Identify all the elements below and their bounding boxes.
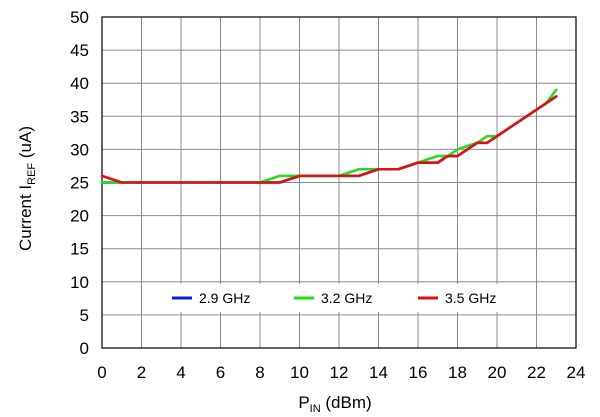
y-tick-label: 40	[70, 74, 89, 93]
x-tick-label: 2	[137, 363, 146, 382]
legend-label: 2.9 GHz	[199, 290, 250, 306]
y-tick-label: 15	[70, 240, 89, 259]
x-axis-tick-labels: 0 2 4 6 8 10 12 14 16 18 20 22 24	[97, 363, 585, 382]
y-tick-label: 30	[70, 140, 89, 159]
series-line-2-9-ghz	[100, 95, 558, 184]
y-axis-tick-labels: 0 5 10 15 20 25 30 35 40 45 50	[70, 8, 89, 358]
y-tick-label: 5	[80, 306, 89, 325]
x-tick-label: 8	[255, 363, 264, 382]
x-tick-label: 10	[290, 363, 309, 382]
y-tick-label: 45	[70, 41, 89, 60]
y-tick-label: 10	[70, 273, 89, 292]
series-line-3-2-ghz	[100, 88, 558, 184]
legend-background	[162, 284, 522, 312]
x-tick-label: 24	[567, 363, 586, 382]
y-tick-label: 35	[70, 107, 89, 126]
x-tick-label: 14	[369, 363, 388, 382]
x-axis-title: PIN (dBm)	[298, 393, 371, 415]
series-lines	[100, 88, 558, 184]
x-tick-label: 12	[330, 363, 349, 382]
x-tick-label: 4	[176, 363, 185, 382]
x-tick-label: 0	[97, 363, 106, 382]
x-tick-label: 22	[527, 363, 546, 382]
y-axis-title: Current IREF (uA)	[16, 126, 38, 251]
legend-label: 3.5 GHz	[445, 290, 496, 306]
x-tick-label: 6	[216, 363, 225, 382]
series-line-3-5-ghz	[100, 95, 558, 184]
y-tick-label: 20	[70, 207, 89, 226]
x-tick-label: 16	[409, 363, 428, 382]
y-tick-label: 0	[80, 339, 89, 358]
y-tick-label: 50	[70, 8, 89, 27]
grid	[102, 17, 576, 348]
y-tick-label: 25	[70, 174, 89, 193]
legend-label: 3.2 GHz	[321, 290, 372, 306]
x-tick-label: 18	[448, 363, 467, 382]
legend: 2.9 GHz 3.2 GHz 3.5 GHz	[162, 284, 522, 312]
x-tick-label: 20	[488, 363, 507, 382]
